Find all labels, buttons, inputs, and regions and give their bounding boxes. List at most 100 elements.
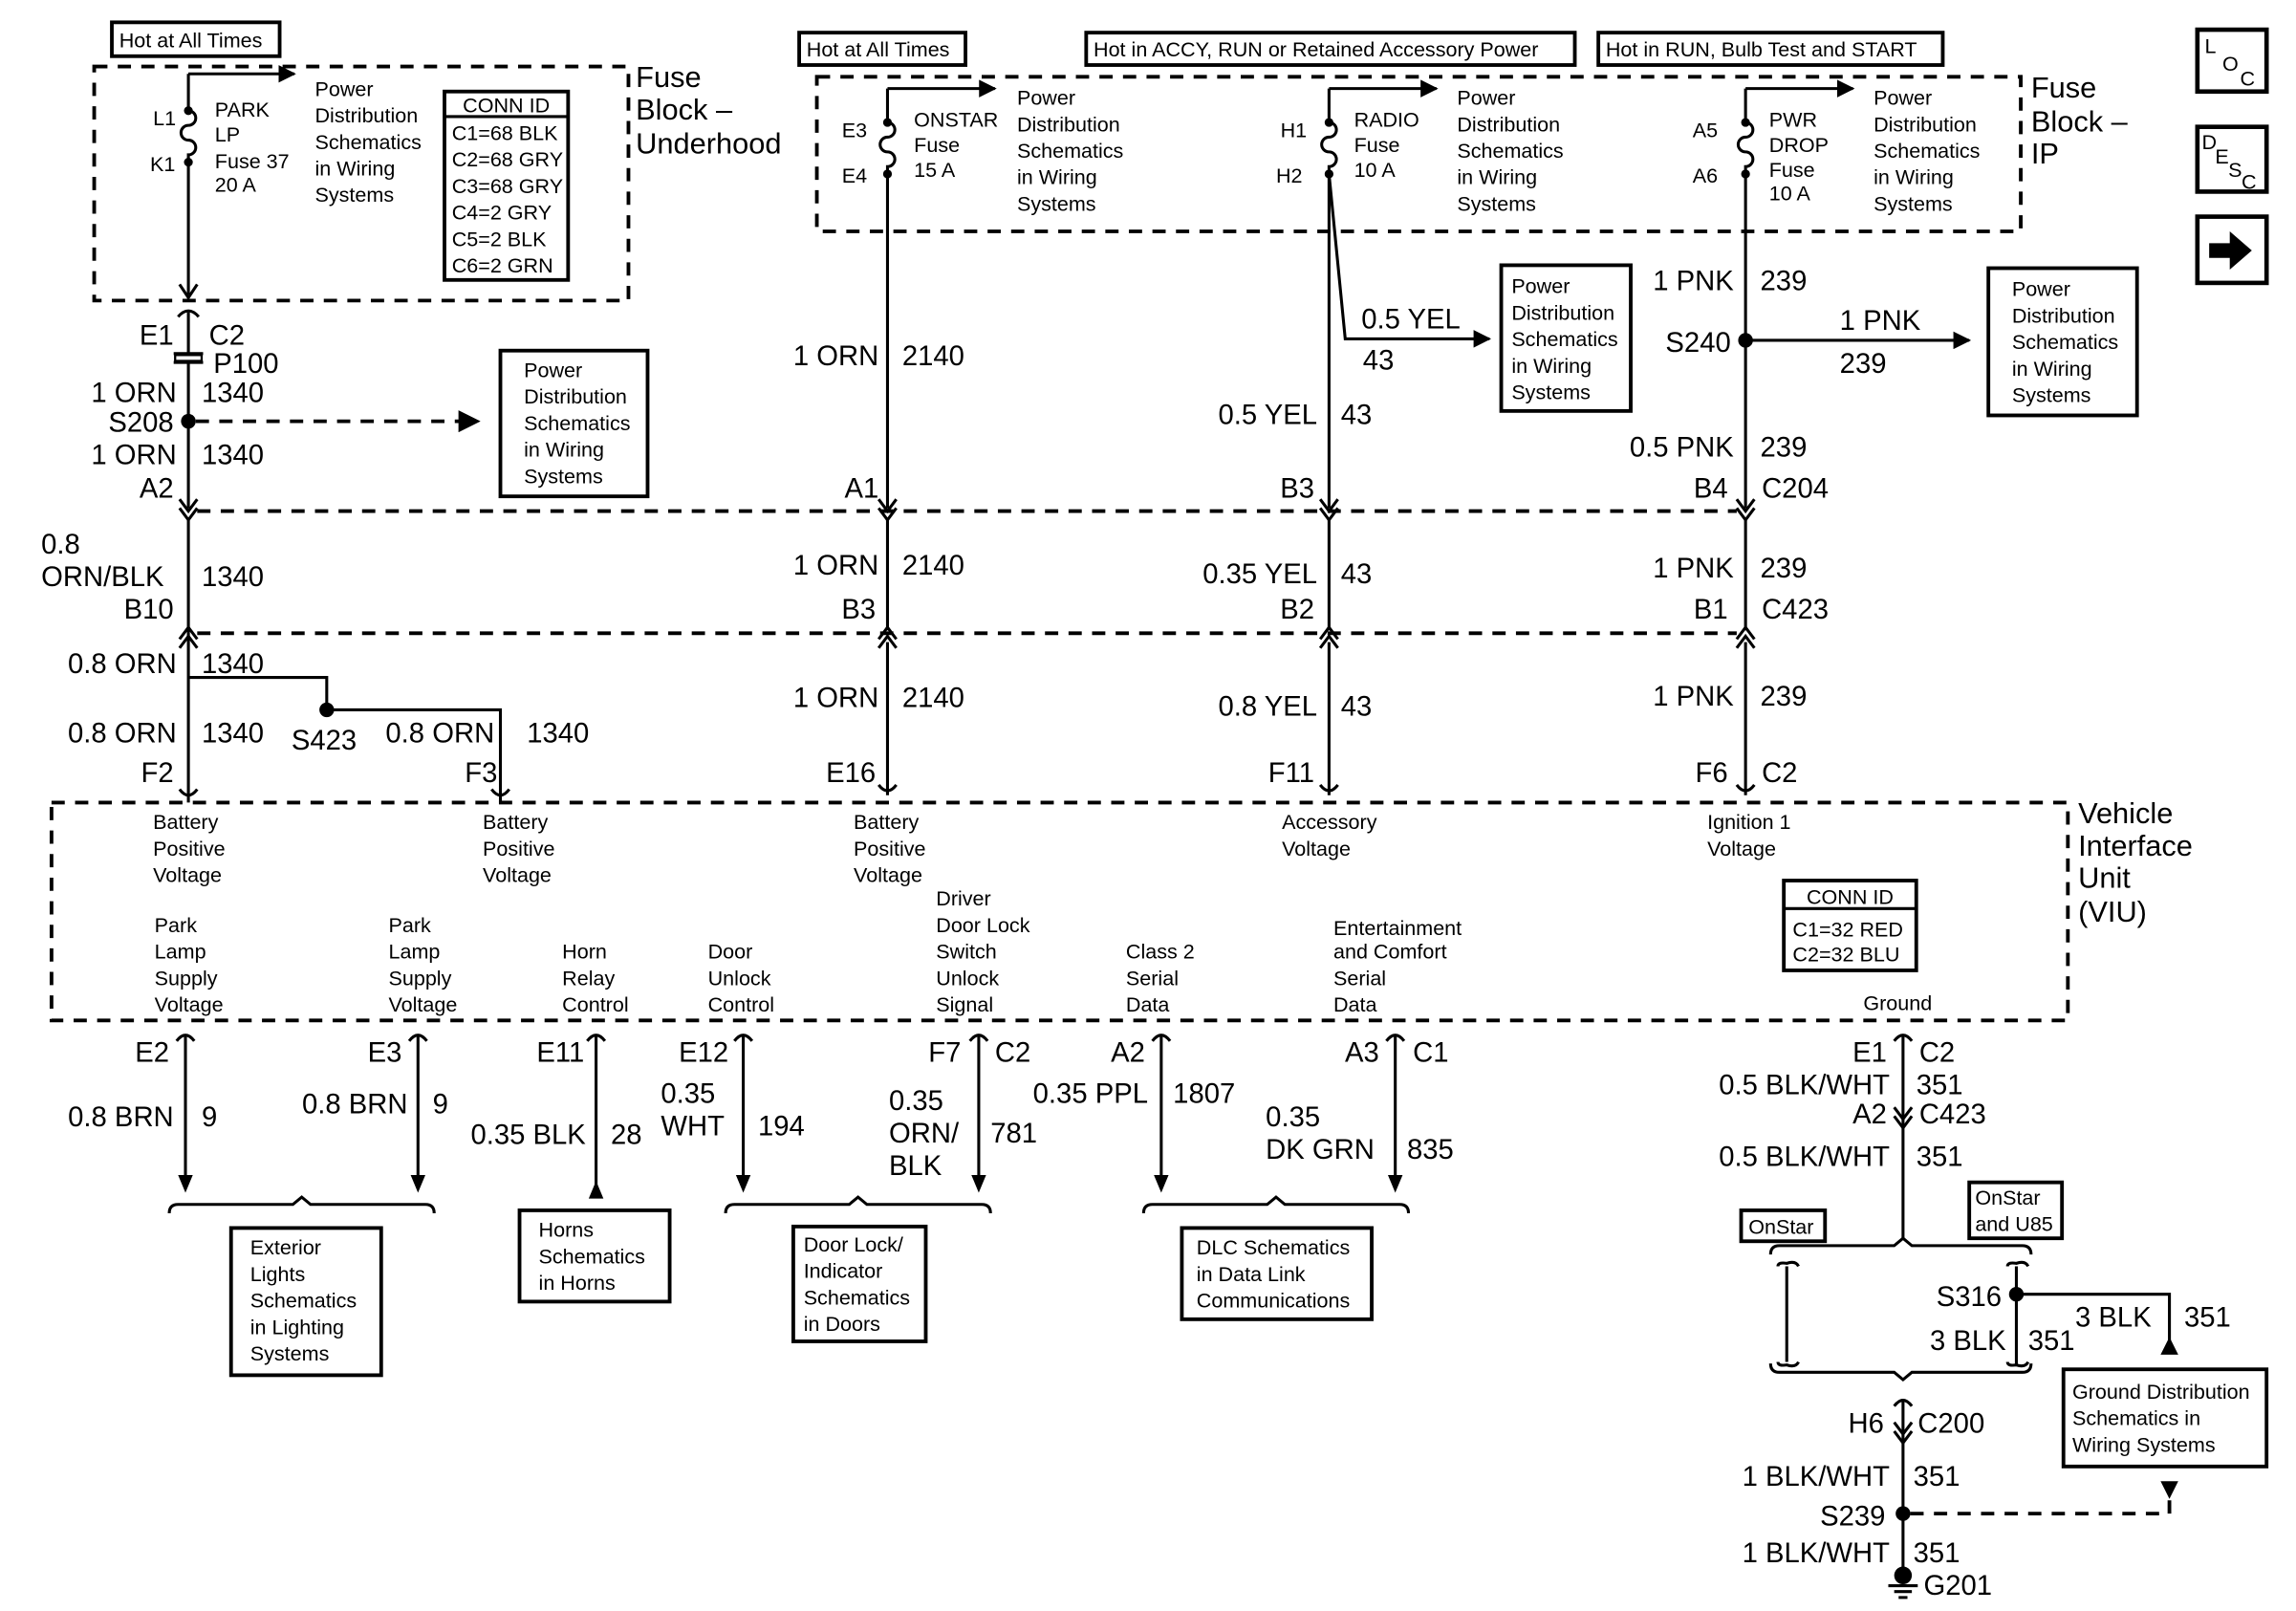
fuse-label: LP (215, 122, 240, 146)
ref-text: in Lighting (250, 1315, 344, 1339)
radio-fuse: H1 H2 RADIO Fuse 10 A Power Distribution… (1202, 79, 1633, 795)
option-label: OnStar (1748, 1215, 1813, 1239)
pin-label: E3 (368, 1037, 402, 1068)
wire-label: 0.35 BLK (470, 1121, 586, 1151)
ground-distribution-ref-box[interactable]: Ground Distribution Schematics in Wiring… (2061, 1367, 2269, 1469)
fuse-label: RADIO (1354, 108, 1419, 132)
power-distribution-ref[interactable]: Power Distribution Schematics in Wiring … (1017, 86, 1123, 216)
wire-label: 0.35 (1266, 1102, 1320, 1133)
power-distribution-ref[interactable]: Power Distribution Schematics in Wiring … (1457, 86, 1563, 216)
connector-a2 (178, 498, 199, 523)
desc-button[interactable]: D E S C (2195, 124, 2269, 194)
connector-label: C1 (1413, 1037, 1448, 1068)
dlc-ref-box[interactable]: DLC Schematics in Data Link Communicatio… (1180, 1226, 1374, 1321)
pin-function: Door (708, 940, 753, 964)
pin-label: K1 (150, 152, 175, 176)
pin-label: E12 (679, 1037, 728, 1068)
splice-label: S316 (1937, 1282, 2002, 1313)
ref-text: in Horns (539, 1271, 616, 1295)
wire-label: 0.8 ORN (68, 649, 177, 680)
module-name: Interface (2078, 829, 2193, 862)
pin-label: B10 (124, 595, 174, 625)
arrow-icon (2160, 1337, 2178, 1499)
splice-s240 (1738, 333, 1753, 348)
wire-label: 0.8 (41, 530, 80, 560)
pin-function: Battery (483, 810, 548, 834)
ref-text: Distribution (2012, 303, 2115, 327)
pin-label: H1 (1281, 118, 1308, 142)
module-name: Unit (2078, 861, 2131, 895)
power-distribution-ref[interactable]: Power Distribution Schematics in Wiring … (1874, 86, 1980, 216)
wire-label: 0.8 ORN (385, 718, 494, 749)
wire-label: 3 BLK (2075, 1303, 2152, 1334)
power-distribution-ref-box[interactable]: Power Distribution Schematics in Wiring … (1986, 266, 2139, 418)
pin-function: Door Lock (936, 913, 1029, 937)
power-distribution-ref-box[interactable]: Power Distribution Schematics in Wiring … (498, 348, 650, 499)
wire-label: 1 ORN (91, 379, 176, 409)
circuit-1340: E1 C2 P100 1 ORN 1340 S208 1 ORN 1340 A2… (41, 309, 650, 803)
connector-label: C2 (995, 1037, 1030, 1068)
module-name: (VIU) (2078, 895, 2147, 928)
block-name: Block – (636, 93, 733, 126)
connector-icon (1735, 498, 1756, 793)
ref-text: in Wiring (524, 438, 604, 462)
fuse-label: Fuse 37 (215, 149, 290, 173)
pin-label: B1 (1694, 595, 1728, 625)
hot-label: Hot in ACCY, RUN or Retained Accessory P… (1094, 37, 1538, 61)
block-name: Underhood (636, 126, 781, 160)
pin-function: Serial (1333, 966, 1386, 990)
pin-label: A6 (1693, 163, 1718, 187)
ref-text: in Wiring (1017, 165, 1097, 189)
circuit-number: 351 (1917, 1143, 1963, 1173)
desc-icon: D (2201, 130, 2217, 154)
pin-label: E4 (842, 163, 867, 187)
conn-id-row: C2=32 BLU (1792, 943, 1899, 967)
fuse-label: Fuse (1354, 133, 1400, 157)
ref-text: in Wiring (1511, 354, 1592, 378)
viu-boundary (49, 800, 2070, 1023)
pin-label: E16 (826, 758, 876, 789)
circuit-number: 194 (758, 1111, 805, 1142)
wire-label: 0.5 PNK (1630, 433, 1734, 464)
wire-label: 1 ORN (793, 341, 878, 372)
pin-label: A5 (1693, 118, 1718, 142)
circuit-number: 239 (1761, 433, 1808, 464)
next-button[interactable] (2195, 214, 2269, 286)
pin-label: F2 (141, 758, 174, 789)
door-lock-ref-box[interactable]: Door Lock/ Indicator Schematics in Doors (791, 1224, 928, 1343)
ref-text: Schematics (524, 411, 630, 435)
loc-button[interactable]: L O C (2195, 27, 2269, 95)
power-distribution-ref[interactable]: Power Distribution Schematics in Wiring … (315, 76, 422, 207)
circuit-number: 239 (1761, 682, 1808, 712)
circuit-number: 2140 (902, 683, 964, 713)
ref-text: Systems (1017, 191, 1096, 215)
pin-label: H2 (1276, 163, 1303, 187)
wire-label: 0.5 YEL (1219, 401, 1318, 431)
block-name: Fuse (636, 60, 701, 94)
wire-label: 1 ORN (793, 551, 878, 581)
ref-text: Schematics (315, 130, 422, 154)
loc-icon: L (2205, 34, 2217, 58)
ground-label: G201 (1923, 1571, 1992, 1601)
fuse-label: Fuse (1769, 158, 1815, 182)
option-onstar-u85: OnStar and U85 (1967, 1180, 2065, 1241)
circuit-number: 351 (1917, 1070, 1963, 1100)
pin-label: E1 (1852, 1037, 1887, 1068)
ground-wires (1785, 1034, 2172, 1576)
pin-label: F7 (928, 1037, 961, 1068)
pin-function: Ground (1863, 991, 1932, 1015)
fuse-label: PARK (215, 98, 271, 121)
ref-text: Exterior (250, 1235, 321, 1259)
pin-function: Unlock (708, 966, 771, 990)
power-distribution-ref-box[interactable]: Power Distribution Schematics in Wiring … (1499, 263, 1633, 413)
ref-text: Power (1457, 86, 1515, 110)
ref-text: Power (2012, 277, 2070, 301)
pin-function: Positive (483, 837, 554, 860)
exterior-lights-ref-box[interactable]: Exterior Lights Schematics in Lighting S… (228, 1226, 383, 1378)
wire-label: 0.5 BLK/WHT (1719, 1143, 1890, 1173)
pin-function: Signal (936, 992, 993, 1016)
terminal (184, 158, 193, 167)
arrow-right-icon (2209, 231, 2252, 271)
horns-ref-box[interactable]: Horns Schematics in Horns (517, 1208, 672, 1304)
pin-function: Voltage (155, 992, 224, 1016)
